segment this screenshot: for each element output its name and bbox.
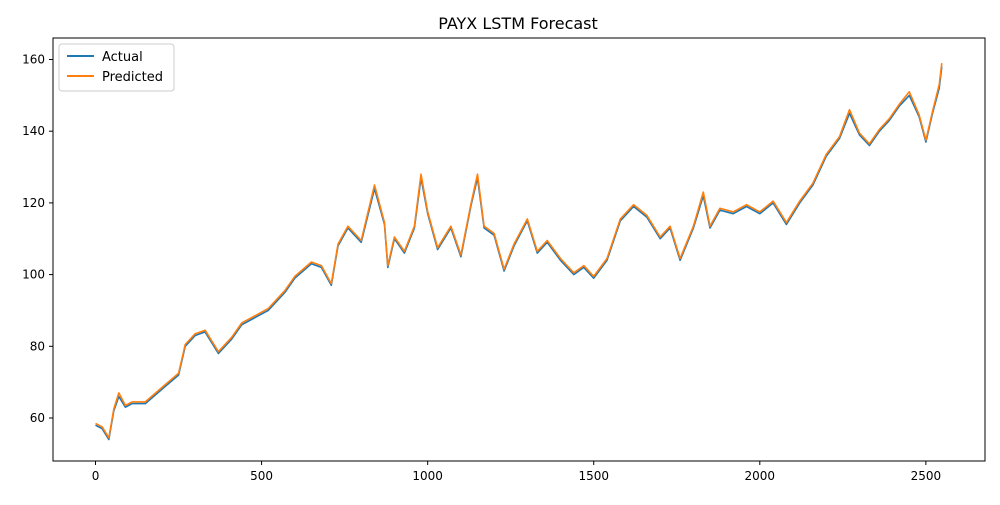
x-tick-label: 1500 — [578, 469, 609, 483]
y-tick-label: 160 — [22, 53, 45, 67]
legend-label-predicted: Predicted — [102, 70, 163, 85]
series-layer — [95, 63, 943, 441]
series-line-predicted — [95, 63, 943, 439]
y-axis: 60 80 100 120 140 160 — [22, 53, 53, 425]
x-tick-label: 2000 — [745, 469, 776, 483]
x-tick-label: 2500 — [911, 469, 942, 483]
legend-label-actual: Actual — [102, 50, 143, 65]
y-tick-label: 100 — [22, 268, 45, 282]
series-line-actual — [95, 66, 943, 441]
legend: Actual Predicted — [58, 43, 175, 92]
chart-title: PAYX LSTM Forecast — [438, 14, 598, 33]
x-tick-label: 1000 — [412, 469, 443, 483]
plot-area-frame — [52, 37, 986, 462]
y-tick-label: 120 — [22, 196, 45, 210]
x-tick-label: 0 — [92, 469, 100, 483]
y-tick-label: 140 — [22, 124, 45, 138]
y-tick-label: 80 — [30, 339, 45, 353]
x-axis: 0 500 1000 1500 2000 2500 — [92, 461, 941, 483]
y-tick-label: 60 — [30, 411, 45, 425]
x-tick-label: 500 — [250, 469, 273, 483]
